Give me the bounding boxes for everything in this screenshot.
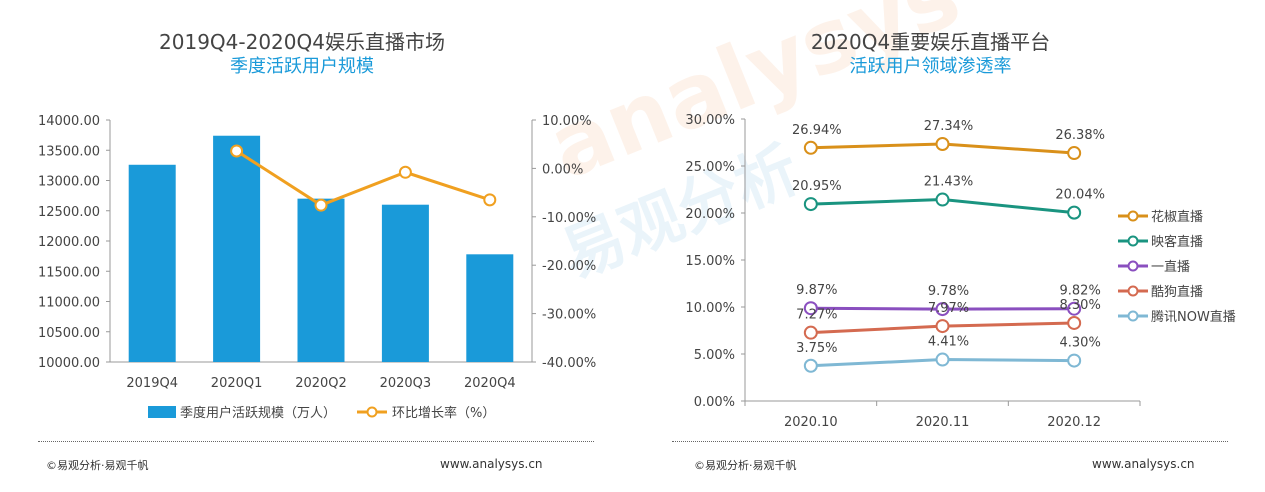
legend-label: 腾讯NOW直播 <box>1151 309 1236 325</box>
series-point <box>1067 205 1082 220</box>
footer-copyright: ©易观分析·易观千帆 <box>694 459 797 472</box>
series-point <box>935 192 950 207</box>
data-label: 7.27% <box>796 308 837 323</box>
legend-label: 花椒直播 <box>1151 209 1203 225</box>
data-label: 26.94% <box>792 123 842 138</box>
x-tick-label: 2019Q4 <box>126 376 178 391</box>
data-label: 7.97% <box>928 301 969 316</box>
y-tick-label-left: 12000.00 <box>38 235 100 250</box>
footer-divider <box>38 441 594 442</box>
series-point <box>1067 301 1082 316</box>
series-point <box>803 197 818 212</box>
data-label: 4.41% <box>928 335 969 350</box>
series-point <box>803 140 818 155</box>
y-tick-label: 0.00% <box>694 395 735 410</box>
bar <box>466 254 514 362</box>
data-label: 26.38% <box>1055 128 1105 143</box>
y-tick-label-left: 10000.00 <box>38 356 100 371</box>
y-tick-label-right: 10.00% <box>542 114 592 129</box>
right-chart: 30.00% 25.00% 20.00% 15.00% 10.00% 5.00% 0.00%… <box>685 113 1236 430</box>
data-label: 9.87% <box>796 283 837 298</box>
series-point <box>1067 353 1082 368</box>
data-label: 4.30% <box>1060 336 1101 351</box>
y-tick-label-left: 12500.00 <box>38 205 100 220</box>
growth-point <box>398 165 412 179</box>
bar <box>297 198 345 362</box>
bar <box>381 204 429 362</box>
y-tick-label-left: 11000.00 <box>38 296 100 311</box>
legend-marker <box>1127 210 1139 222</box>
left-chart: 14000.00 13500.00 13000.00 12500.00 12000.00… <box>38 114 596 421</box>
y-tick-label: 10.00% <box>685 301 735 316</box>
data-label: 9.82% <box>1060 284 1101 299</box>
footer-website: www.analysys.cn <box>1092 457 1195 471</box>
y-tick-label-right: -20.00% <box>542 259 596 274</box>
y-tick-label-right: -30.00% <box>542 308 596 323</box>
y-tick-label: 5.00% <box>694 348 735 363</box>
data-label: 27.34% <box>924 119 974 134</box>
y-tick-label: 15.00% <box>685 254 735 269</box>
chart-title: 2019Q4-2020Q4娱乐直播市场 <box>159 30 445 54</box>
chart-title: 2020Q4重要娱乐直播平台 <box>810 30 1051 54</box>
y-tick-label-left: 11500.00 <box>38 265 100 280</box>
legend-label-bar: 季度用户活跃规模（万人） <box>180 405 336 421</box>
series-point <box>935 137 950 152</box>
series-point <box>1067 146 1082 161</box>
growth-point <box>314 198 328 212</box>
growth-point <box>230 144 244 158</box>
series-point <box>803 358 818 373</box>
series-point <box>1067 315 1082 330</box>
legend-label: 酷狗直播 <box>1151 285 1203 300</box>
x-tick-label: 2020Q2 <box>295 376 347 391</box>
data-label: 8.30% <box>1060 298 1101 313</box>
legend-label: 映客直播 <box>1151 234 1203 250</box>
footer-divider <box>672 441 1228 442</box>
y-tick-label: 25.00% <box>685 160 735 175</box>
data-label: 20.95% <box>792 179 842 194</box>
legend-swatch-bar <box>148 406 176 418</box>
left-panel: 2019Q4-2020Q4娱乐直播市场 季度活跃用户规模 14000.00 135… <box>0 0 632 492</box>
x-tick-label: 2020Q1 <box>211 376 263 391</box>
y-tick-label-left: 14000.00 <box>38 114 100 129</box>
legend-label-line: 环比增长率（%） <box>392 405 495 421</box>
footer-website: www.analysys.cn <box>440 457 543 471</box>
y-tick-label-right: -40.00% <box>542 356 596 371</box>
legend-marker <box>1127 285 1139 297</box>
legend-label: 一直播 <box>1151 260 1190 275</box>
legend-marker <box>1127 310 1139 322</box>
series-point <box>803 325 818 340</box>
y-tick-label: 20.00% <box>685 207 735 222</box>
y-tick-label-left: 13500.00 <box>38 144 100 159</box>
y-tick-label-right: -10.00% <box>542 211 596 226</box>
series-point <box>935 319 950 334</box>
data-label: 3.75% <box>796 341 837 356</box>
data-label: 21.43% <box>924 175 974 190</box>
data-label: 9.78% <box>928 284 969 299</box>
growth-line <box>235 149 491 207</box>
y-tick-label-right: 0.00% <box>542 162 583 177</box>
y-tick-label-left: 13000.00 <box>38 175 100 190</box>
y-tick-label: 30.00% <box>685 113 735 128</box>
x-tick-label: 2020Q3 <box>380 376 432 391</box>
bar <box>213 135 261 362</box>
right-panel: 2020Q4重要娱乐直播平台 活跃用户领域渗透率 30.00% 25.00% 20.… <box>632 0 1265 492</box>
y-tick-label-left: 10500.00 <box>38 326 100 341</box>
chart-subtitle: 季度活跃用户规模 <box>230 56 374 77</box>
legend-marker <box>1127 235 1139 247</box>
series-point <box>803 301 818 316</box>
chart-subtitle: 活跃用户领域渗透率 <box>849 56 1012 77</box>
x-tick-label: 2020.10 <box>784 415 838 430</box>
x-tick-label: 2020.12 <box>1047 415 1101 430</box>
series-point <box>935 302 950 317</box>
x-tick-label: 2020Q4 <box>464 376 516 391</box>
data-label: 20.04% <box>1055 188 1105 203</box>
x-tick-label: 2020.11 <box>916 415 970 430</box>
footer-copyright: ©易观分析·易观千帆 <box>46 459 149 472</box>
legend-swatch-marker <box>366 406 378 418</box>
bar <box>128 164 176 362</box>
series-point <box>935 352 950 367</box>
legend-marker <box>1127 260 1139 272</box>
growth-point <box>483 193 497 207</box>
